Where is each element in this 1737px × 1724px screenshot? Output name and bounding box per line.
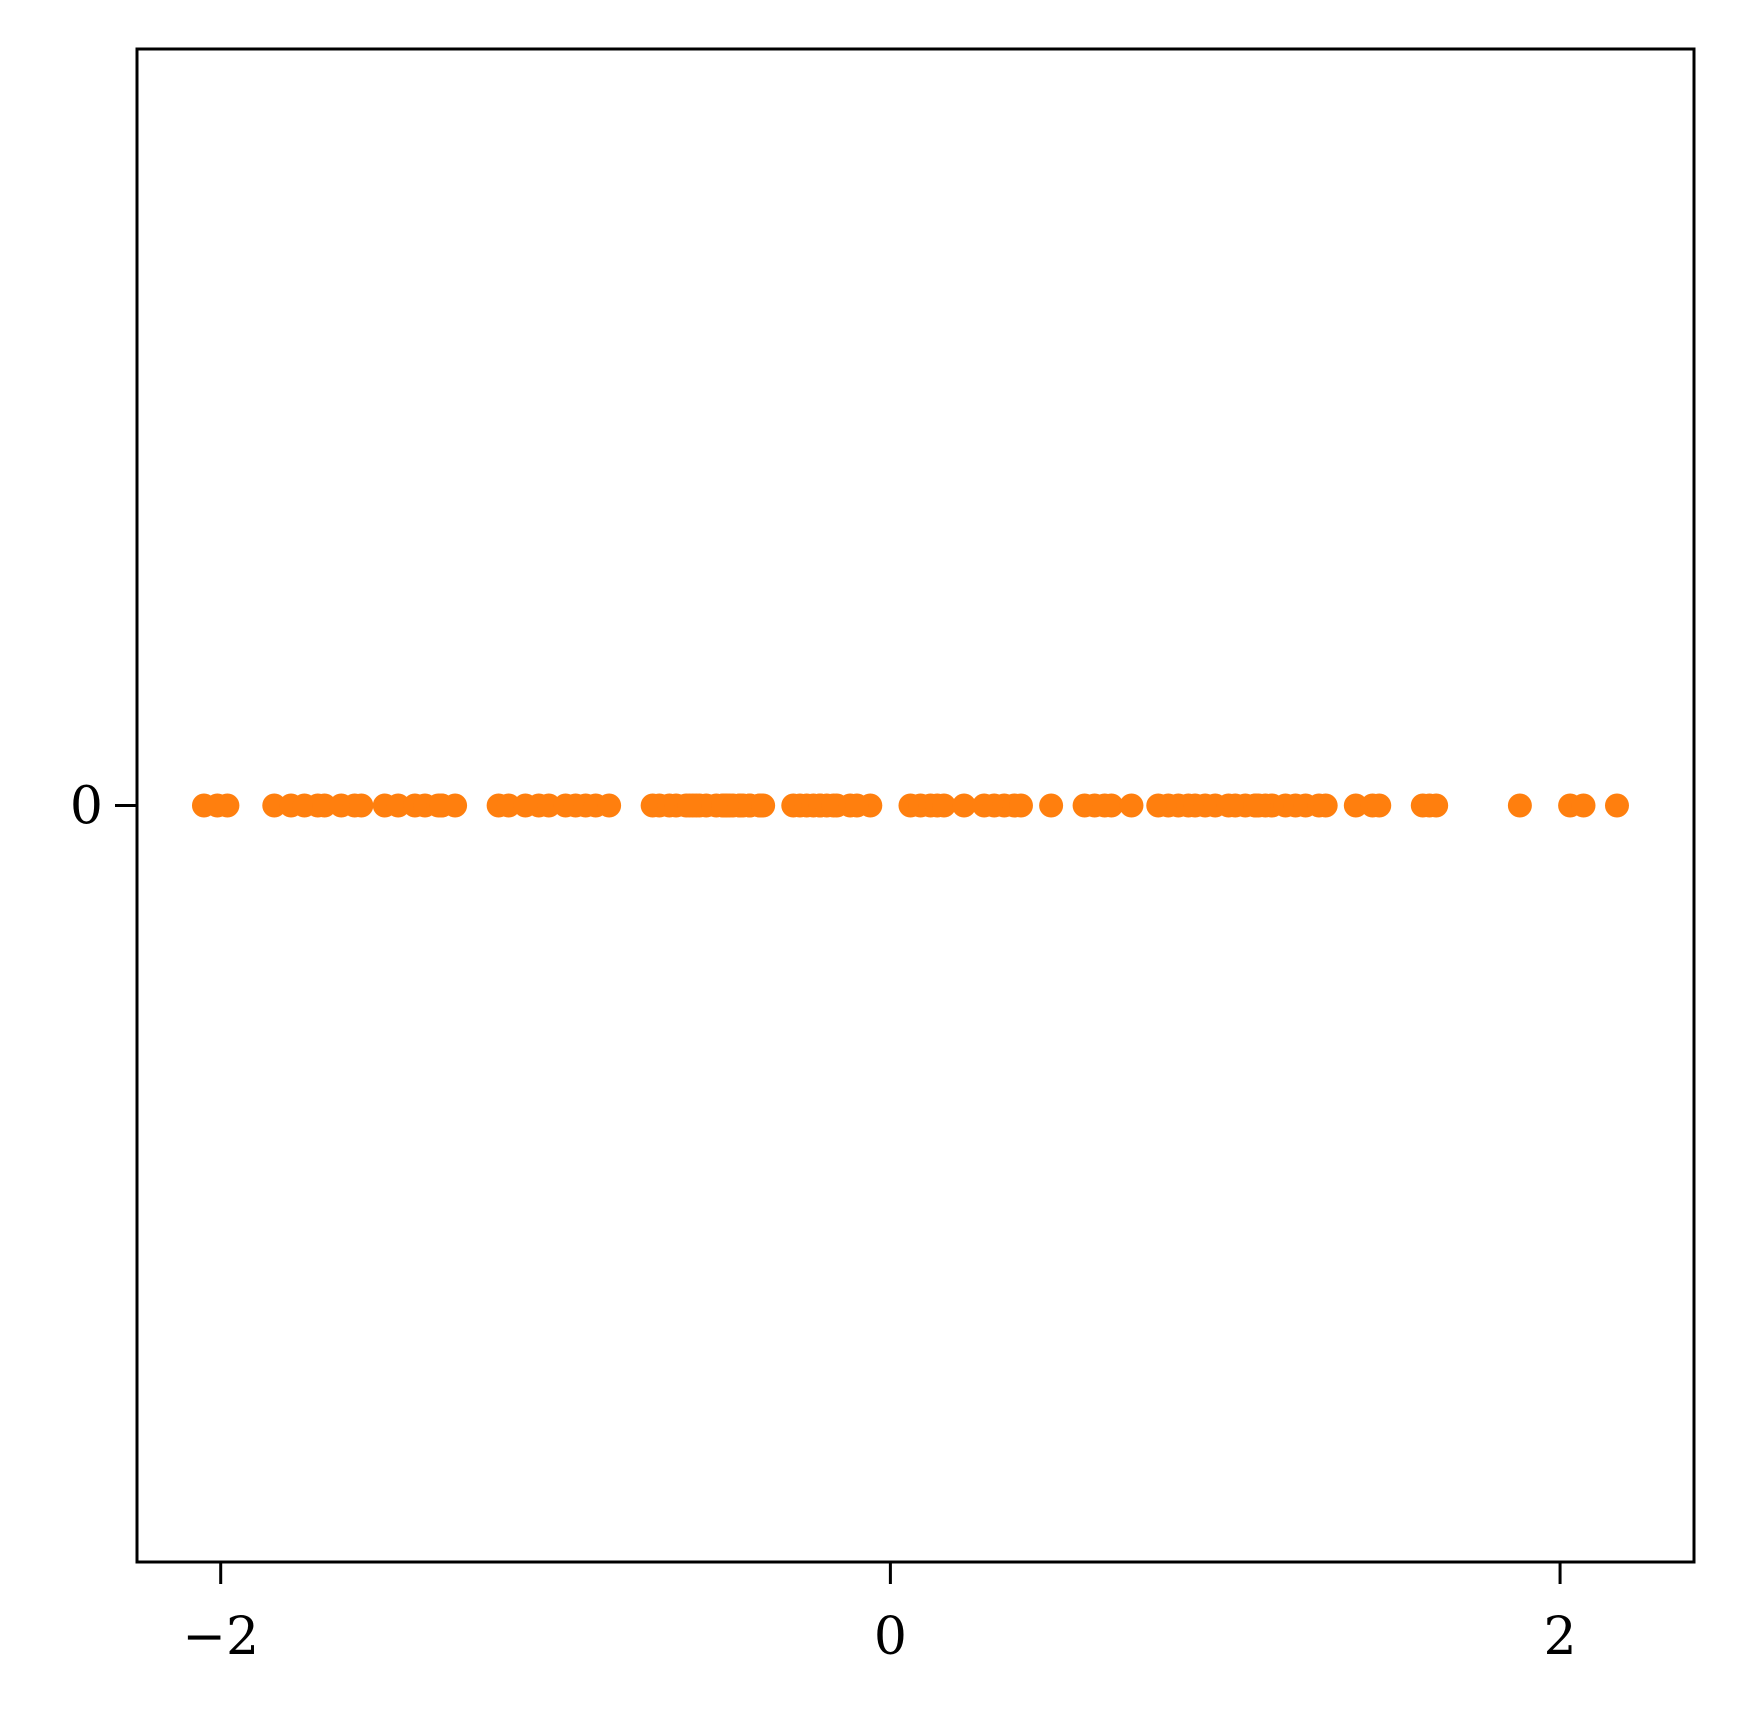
data-point	[386, 793, 411, 818]
data-point	[429, 793, 454, 818]
data-point	[1246, 793, 1271, 818]
data-point	[952, 793, 977, 818]
x-tick-label: 2	[1544, 1607, 1577, 1667]
data-points	[191, 793, 1629, 818]
data-point	[536, 793, 561, 818]
data-point	[677, 793, 702, 818]
data-point	[215, 793, 240, 818]
data-point	[496, 793, 521, 818]
y-axis: 0	[70, 777, 137, 837]
data-point	[312, 793, 337, 818]
y-tick-label: 0	[70, 777, 103, 837]
data-point	[262, 793, 287, 818]
data-point	[597, 793, 622, 818]
data-point	[931, 793, 956, 818]
data-point	[1343, 793, 1368, 818]
data-point	[1119, 793, 1144, 818]
x-axis: −2 0 2	[182, 1562, 1577, 1667]
data-point	[1313, 793, 1338, 818]
data-point	[1092, 793, 1117, 818]
data-point	[751, 793, 776, 818]
data-point	[821, 793, 846, 818]
x-tick-label: 0	[874, 1607, 907, 1667]
data-point	[1507, 793, 1532, 818]
data-point	[1424, 793, 1449, 818]
data-point	[1008, 793, 1033, 818]
data-point	[1571, 793, 1596, 818]
data-point	[1604, 793, 1629, 818]
data-point	[844, 793, 869, 818]
data-point	[1039, 793, 1064, 818]
data-point	[349, 793, 374, 818]
x-tick-label: −2	[182, 1607, 259, 1667]
data-point	[1367, 793, 1392, 818]
